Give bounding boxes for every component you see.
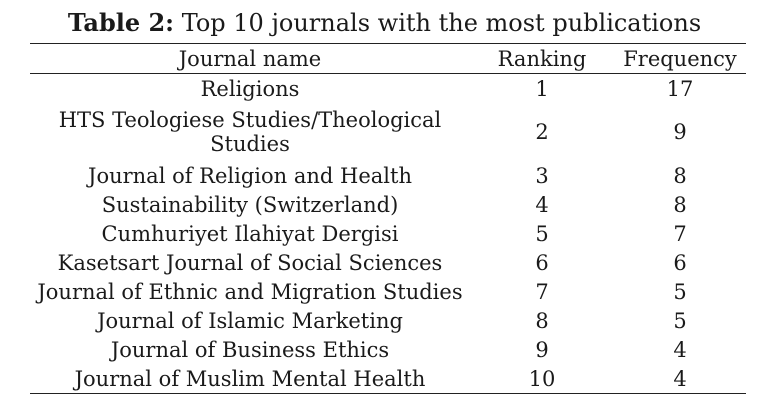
journal-cell: Journal of Religion and Health [88, 163, 412, 188]
ranking-cell: 3 [535, 163, 549, 188]
journal-cell: Kasetsart Journal of Social Sciences [57, 250, 443, 275]
journal-cell: Journal of Business Ethics [110, 337, 390, 362]
ranking-cell: 2 [535, 120, 549, 144]
ranking-cell: 6 [535, 250, 549, 275]
column-header-journal: Journal name [178, 46, 322, 71]
journal-cell: Religions [200, 76, 300, 101]
table-row: Religions 1 17 [30, 74, 746, 104]
journals-table: Journal name Ranking Frequency Religions… [30, 43, 746, 394]
column-header-frequency: Frequency [623, 46, 737, 71]
ranking-cell: 5 [535, 221, 549, 246]
table-row: Journal of Religion and Health 3 8 [30, 161, 746, 190]
table-row: Journal of Ethnic and Migration Studies … [30, 277, 746, 306]
table-row: HTS Teologiese Studies/Theological Studi… [30, 103, 746, 161]
frequency-cell: 9 [673, 120, 687, 144]
ranking-cell: 8 [535, 308, 549, 333]
journal-cell: Cumhuriyet Ilahiyat Dergisi [101, 221, 399, 246]
journal-cell: Journal of Ethnic and Migration Studies [37, 279, 463, 304]
frequency-cell: 4 [673, 337, 687, 362]
table-row: Journal of Business Ethics 9 4 [30, 335, 746, 364]
ranking-cell: 7 [535, 279, 549, 304]
journal-cell: Journal of Islamic Marketing [97, 308, 403, 333]
frequency-cell: 8 [673, 163, 687, 188]
frequency-cell: 4 [673, 366, 687, 391]
journal-cell: HTS Teologiese Studies/Theological Studi… [58, 108, 442, 156]
table-row: Sustainability (Switzerland) 4 8 [30, 190, 746, 219]
caption-text: Top 10 journals with the most publicatio… [181, 9, 702, 37]
frequency-cell: 8 [673, 192, 687, 217]
frequency-cell: 5 [673, 279, 687, 304]
frequency-cell: 17 [666, 76, 694, 101]
frequency-cell: 5 [673, 308, 687, 333]
table-row: Cumhuriyet Ilahiyat Dergisi 5 7 [30, 219, 746, 248]
ranking-cell: 4 [535, 192, 549, 217]
table-row: Journal of Muslim Mental Health 10 4 [30, 364, 746, 394]
frequency-cell: 6 [673, 250, 687, 275]
ranking-cell: 1 [535, 76, 549, 101]
ranking-cell: 9 [535, 337, 549, 362]
table-row: Kasetsart Journal of Social Sciences 6 6 [30, 248, 746, 277]
caption-label: Table 2: [67, 8, 175, 37]
column-header-ranking: Ranking [497, 46, 587, 71]
header-row: Journal name Ranking Frequency [30, 43, 746, 74]
table-caption: Table 2: Top 10 journals with the most p… [0, 8, 769, 38]
table-row: Journal of Islamic Marketing 8 5 [30, 306, 746, 335]
journal-cell: Sustainability (Switzerland) [101, 192, 399, 217]
journal-cell: Journal of Muslim Mental Health [74, 366, 426, 391]
ranking-cell: 10 [528, 366, 556, 391]
frequency-cell: 7 [673, 221, 687, 246]
